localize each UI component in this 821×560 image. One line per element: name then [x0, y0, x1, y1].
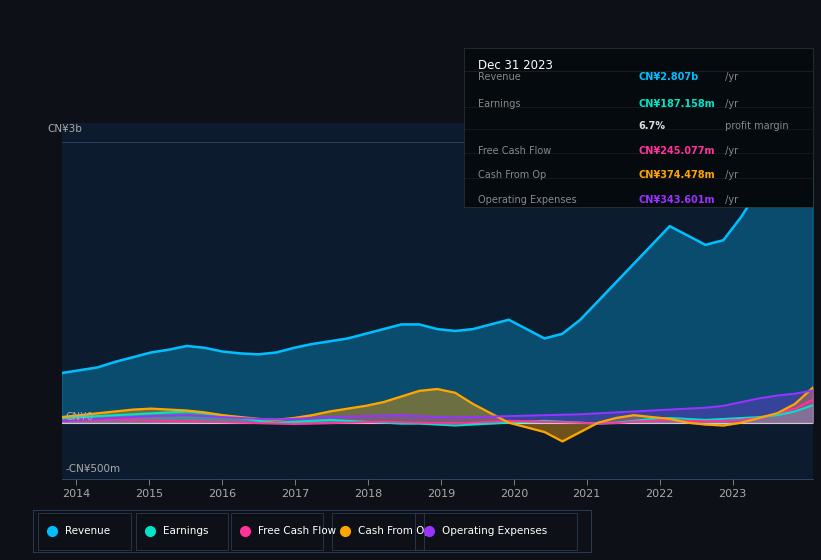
Text: Cash From Op: Cash From Op	[358, 526, 431, 535]
Text: Dec 31 2023: Dec 31 2023	[478, 59, 553, 72]
Text: profit margin: profit margin	[722, 121, 789, 131]
Text: /yr: /yr	[722, 195, 738, 205]
Text: 6.7%: 6.7%	[639, 121, 665, 131]
Text: Operating Expenses: Operating Expenses	[478, 195, 576, 205]
Text: /yr: /yr	[722, 146, 738, 156]
Text: CN¥245.077m: CN¥245.077m	[639, 146, 715, 156]
Text: Earnings: Earnings	[163, 526, 209, 535]
Text: CN¥3b: CN¥3b	[47, 124, 82, 134]
Text: Revenue: Revenue	[478, 72, 521, 82]
Text: Free Cash Flow: Free Cash Flow	[258, 526, 336, 535]
Text: /yr: /yr	[722, 170, 738, 180]
Text: Operating Expenses: Operating Expenses	[442, 526, 548, 535]
Text: CN¥0: CN¥0	[65, 412, 94, 422]
Text: Free Cash Flow: Free Cash Flow	[478, 146, 551, 156]
Text: /yr: /yr	[722, 99, 738, 109]
Text: Revenue: Revenue	[65, 526, 110, 535]
Text: Cash From Op: Cash From Op	[478, 170, 546, 180]
Text: CN¥2.807b: CN¥2.807b	[639, 72, 699, 82]
Text: CN¥374.478m: CN¥374.478m	[639, 170, 715, 180]
Text: Earnings: Earnings	[478, 99, 521, 109]
Text: /yr: /yr	[722, 72, 738, 82]
Text: CN¥187.158m: CN¥187.158m	[639, 99, 715, 109]
Text: CN¥343.601m: CN¥343.601m	[639, 195, 715, 205]
Text: -CN¥500m: -CN¥500m	[65, 464, 121, 474]
